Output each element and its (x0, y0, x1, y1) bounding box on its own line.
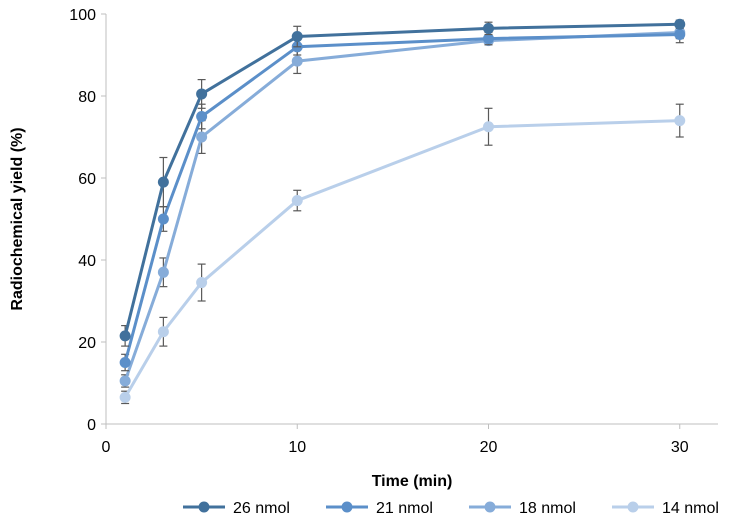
legend-label: 26 nmol (233, 500, 290, 517)
legend-label: 21 nmol (376, 500, 433, 517)
legend-marker (627, 501, 639, 513)
data-point (291, 55, 303, 67)
y-tick-label: 60 (78, 171, 96, 188)
legend-label: 14 nmol (662, 500, 719, 517)
legend-marker (198, 501, 210, 513)
axes (101, 13, 718, 429)
tick-labels: 0 20 40 60 80 100 0 10 20 30 (69, 7, 688, 456)
data-point (119, 375, 131, 387)
series-line (123, 30, 680, 382)
data-point (157, 266, 169, 278)
data-point (157, 176, 169, 188)
x-tick-label: 20 (480, 439, 498, 456)
y-tick-label: 40 (78, 253, 96, 270)
x-tick-label: 30 (671, 439, 689, 456)
data-point (119, 357, 131, 368)
legend-label: 18 nmol (519, 500, 576, 517)
y-tick-label: 20 (78, 335, 96, 352)
series-line (123, 119, 680, 399)
y-tick-label: 0 (87, 417, 96, 434)
data-point (157, 326, 169, 338)
legend-item: 21 nmol (326, 500, 433, 517)
series-21-nmol (119, 25, 686, 372)
legend-marker (341, 501, 353, 513)
x-tick-label: 0 (102, 439, 111, 456)
legend-item: 18 nmol (469, 500, 576, 517)
data-point (119, 330, 131, 342)
data-point (196, 131, 208, 143)
data-point (196, 277, 208, 289)
y-tick-label: 100 (69, 7, 96, 24)
series-18-nmol (119, 25, 686, 388)
legend-marker (484, 501, 496, 513)
data-point (119, 391, 131, 403)
data-point (196, 88, 208, 100)
data-point (157, 213, 169, 225)
data-point (291, 31, 303, 43)
series-layer (119, 18, 686, 405)
data-point (196, 111, 208, 122)
series-14-nmol (119, 103, 686, 405)
series-line (123, 33, 680, 363)
x-axis-title: Time (min) (372, 473, 453, 490)
legend: 26 nmol 21 nmol 18 nmol 14 nmol (183, 500, 719, 517)
data-point (291, 195, 303, 207)
data-point (674, 18, 686, 30)
data-point (483, 22, 494, 34)
data-point (483, 33, 494, 45)
data-point (674, 29, 686, 40)
y-tick-label: 80 (78, 89, 96, 106)
y-axis-title: Radiochemical yield (%) (9, 127, 26, 310)
legend-item: 14 nmol (612, 500, 719, 517)
data-point (674, 115, 686, 127)
legend-item: 26 nmol (183, 500, 290, 517)
data-point (483, 121, 494, 133)
series-line (123, 22, 680, 337)
x-tick-label: 10 (288, 439, 306, 456)
series-26-nmol (119, 18, 686, 347)
